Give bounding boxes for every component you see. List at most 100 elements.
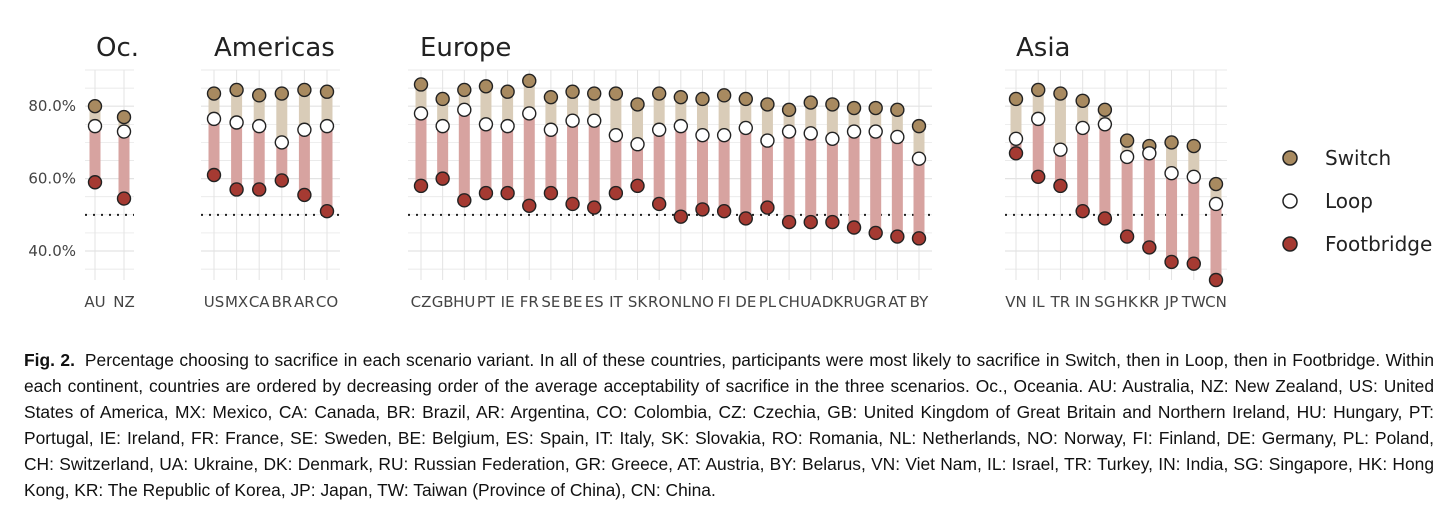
- switch-point: [87, 99, 103, 114]
- footbridge-point: [738, 211, 753, 226]
- x-tick-label: FR: [520, 293, 539, 311]
- x-tick-label: DK: [822, 293, 845, 311]
- band-loop-footbridge: [415, 113, 427, 186]
- band-switch-loop: [298, 89, 310, 130]
- band-switch-loop: [231, 89, 243, 123]
- footbridge-point: [630, 178, 645, 194]
- loop-point: [890, 129, 905, 145]
- band-loop-footbridge: [632, 144, 644, 186]
- band-loop-footbridge: [502, 126, 514, 194]
- footbridge-point: [1208, 272, 1224, 288]
- band-switch-loop: [718, 95, 730, 136]
- footbridge-point: [890, 229, 905, 244]
- band-loop-footbridge: [848, 131, 860, 228]
- footbridge-point: [1097, 211, 1113, 226]
- footbridge-point: [229, 182, 244, 197]
- switch-point: [522, 73, 537, 89]
- loop-point: [478, 117, 494, 132]
- switch-point: [587, 86, 602, 101]
- x-tick-label: PT: [477, 293, 496, 311]
- switch-point: [1186, 138, 1201, 154]
- switch-point: [478, 79, 494, 94]
- footbridge-point: [522, 198, 537, 213]
- switch-point: [608, 86, 624, 101]
- switch-point: [1008, 91, 1024, 107]
- x-tick-label: RO: [648, 293, 670, 311]
- x-tick-label: ES: [585, 293, 604, 311]
- x-tick-label: MX: [225, 293, 248, 311]
- footbridge-point: [543, 185, 559, 201]
- band-loop-footbridge: [1099, 124, 1111, 219]
- band-loop-footbridge: [805, 133, 817, 223]
- band-switch-loop: [1099, 109, 1111, 125]
- x-tick-label: KR: [1139, 293, 1159, 311]
- legend-label: Switch: [1325, 146, 1391, 170]
- band-loop-footbridge: [567, 120, 579, 204]
- x-tick-label: FI: [718, 293, 731, 311]
- x-tick-label: NL: [671, 293, 691, 311]
- x-tick-label: BY: [910, 293, 929, 311]
- switch-point: [716, 88, 732, 103]
- x-tick-label: NZ: [113, 293, 135, 311]
- band-switch-loop: [458, 89, 470, 110]
- loop-point: [1208, 196, 1224, 212]
- footbridge-point: [87, 175, 103, 190]
- loop-point: [1142, 146, 1157, 161]
- band-switch-loop: [1054, 93, 1066, 150]
- band-loop-footbridge: [298, 129, 310, 195]
- switch-point: [252, 88, 267, 103]
- x-tick-label: IE: [501, 293, 515, 311]
- footbridge-point: [673, 209, 689, 224]
- band-loop-footbridge: [545, 129, 557, 194]
- footbridge-point: [781, 214, 797, 230]
- band-loop-footbridge: [783, 131, 795, 223]
- band-switch-loop: [567, 91, 579, 121]
- loop-point: [911, 151, 927, 166]
- switch-point: [1075, 93, 1090, 108]
- footbridge-point: [803, 214, 818, 230]
- footbridge-point: [716, 204, 732, 219]
- footbridge-point: [206, 167, 222, 183]
- x-tick-label: NO: [691, 293, 714, 311]
- band-loop-footbridge: [1188, 176, 1200, 264]
- band-switch-loop: [1032, 89, 1044, 119]
- band-loop-footbridge: [1210, 203, 1222, 280]
- loop-point: [435, 118, 450, 134]
- switch-point: [457, 82, 472, 98]
- footbridge-point: [478, 185, 494, 201]
- band-switch-loop: [118, 117, 130, 132]
- band-switch-loop: [761, 104, 773, 141]
- switch-point: [651, 86, 667, 101]
- switch-point: [229, 82, 244, 98]
- x-tick-label: TR: [1050, 293, 1071, 311]
- loop-point: [252, 118, 267, 134]
- x-tick-label: GB: [432, 293, 454, 311]
- switch-point: [781, 102, 797, 118]
- footbridge-point: [846, 220, 862, 235]
- band-switch-loop: [870, 108, 882, 132]
- panel-title: Oc.: [96, 33, 139, 63]
- switch-point: [500, 84, 515, 99]
- band-switch-loop: [632, 104, 644, 145]
- figure-caption: Fig. 2. Percentage choosing to sacrifice …: [24, 347, 1434, 503]
- footbridge-point: [868, 225, 883, 241]
- loop-point: [522, 106, 537, 121]
- x-tick-label: RU: [843, 293, 864, 311]
- loop-point: [825, 131, 840, 146]
- footbridge-point: [1008, 146, 1024, 161]
- footbridge-point: [435, 171, 450, 186]
- band-switch-loop: [276, 93, 288, 143]
- band-loop-footbridge: [1121, 156, 1133, 237]
- band-loop-footbridge: [718, 135, 730, 212]
- band-switch-loop: [89, 106, 101, 127]
- caption-label: Fig. 2.: [24, 350, 75, 371]
- band-loop-footbridge: [740, 127, 752, 219]
- switch-point: [760, 97, 775, 112]
- switch-point: [673, 89, 689, 105]
- loop-point: [116, 124, 132, 139]
- loop-point: [274, 135, 289, 150]
- band-switch-loop: [1188, 146, 1200, 177]
- switch-point: [911, 118, 927, 134]
- switch-point: [738, 91, 753, 107]
- loop-point: [868, 124, 883, 139]
